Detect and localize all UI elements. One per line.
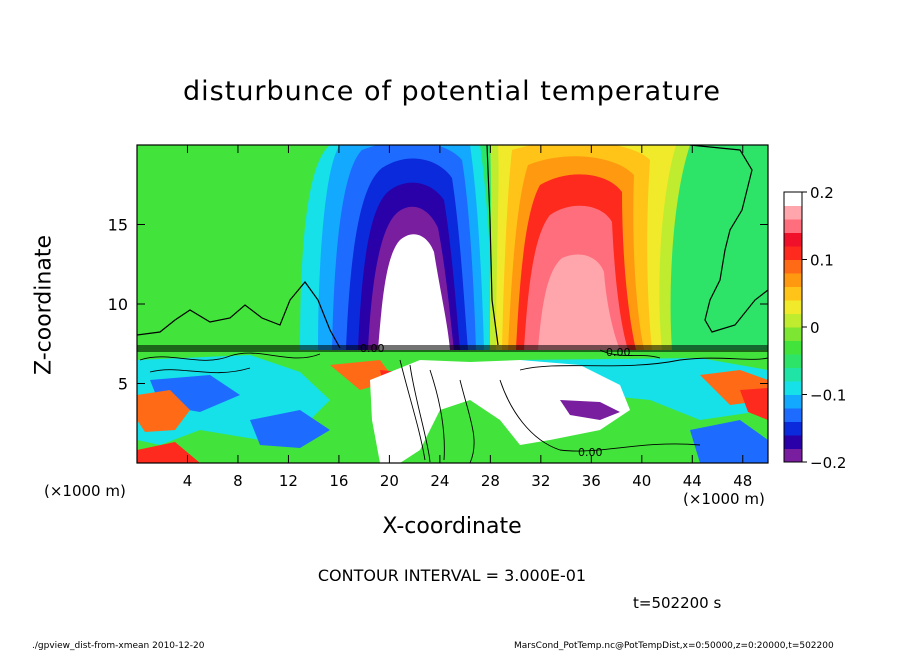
x-tick-label: 40 [632,472,651,490]
y-axis-label: Z-coordinate [31,235,57,375]
colorbar-tick-label: 0.1 [810,252,834,270]
footer-right: MarsCond_PotTemp.nc@PotTempDist,x=0:5000… [514,641,834,651]
zero-contour-right [486,145,768,346]
x-tick-label: 8 [233,472,243,490]
colorbar-swatch [784,273,802,287]
contour-interval: CONTOUR INTERVAL = 3.000E-01 [317,566,587,585]
time-label: t=502200 s [633,594,722,612]
contour-label: 0.00 [606,346,631,359]
colorbar-tick-label: −0.1 [810,387,846,405]
x-tick-label: 28 [481,472,500,490]
x-axis-ticks: 4 8 12 16 20 24 28 32 36 40 44 48 [183,145,752,490]
colorbar-swatch [784,192,802,206]
negative-plume-white [378,234,450,350]
y-tick-label: 5 [118,375,128,394]
footer-left: ./gpview_dist-from-xmean 2010-12-20 [32,641,205,651]
colorbar-swatch [784,246,802,260]
colorbar-swatch [784,408,802,422]
y-tick-label: 15 [108,216,128,235]
x-axis-label: X-coordinate [0,514,904,539]
colorbar-swatch [784,381,802,395]
colorbar-swatch [784,205,802,220]
x-tick-label: 12 [279,472,298,490]
colorbar-swatch [784,259,802,274]
colorbar-swatch [784,327,802,341]
lower-contours [139,349,768,463]
x-tick-label: 24 [430,472,449,490]
x-axis-label-text: X-coordinate [382,514,522,539]
zero-contour-left [137,281,341,349]
colorbar-swatch [784,232,802,247]
colorbar-swatch [784,340,802,355]
contour-label: 0.00 [578,446,603,459]
colorbar-tick-label: −0.2 [810,454,846,472]
x-tick-label: 32 [531,472,550,490]
inversion-layer [137,345,768,352]
colorbar-swatch [784,300,802,314]
colorbar-swatch [784,448,802,463]
x-tick-label: 48 [733,472,752,490]
x-tick-label: 20 [380,472,399,490]
colorbar-swatch [784,421,802,436]
chart-title: disturbunce of potential temperature [183,76,721,107]
colorbar-swatch [784,394,802,409]
lower-blue-patches [150,375,768,463]
x-unit-label-right: (×1000 m) [683,490,765,508]
colorbar: 0.2 0.1 0 −0.1 −0.2 [783,184,846,472]
x-tick-label: 36 [582,472,601,490]
x-unit-label-left: (×1000 m) [44,482,126,500]
colorbar-swatch [784,354,802,368]
lower-purple-patch [560,400,620,420]
plot-field: 0.00 0.00 0.00 [137,145,768,463]
x-tick-label: 16 [329,472,348,490]
colorbar-swatch [784,367,802,382]
colorbar-swatch [784,313,802,328]
x-tick-label: 4 [183,472,193,490]
colorbar-swatch [784,219,802,233]
contour-label: 0.00 [360,342,385,355]
y-tick-label: 10 [108,295,128,314]
colorbar-swatch [784,435,802,449]
colorbar-tick-label: 0 [810,319,820,337]
colorbar-swatch [784,286,802,301]
y-axis-ticks: 5 10 15 [108,216,768,394]
colorbar-tick-label: 0.2 [810,184,834,202]
x-tick-label: 44 [683,472,702,490]
positive-plume-core [538,254,620,350]
